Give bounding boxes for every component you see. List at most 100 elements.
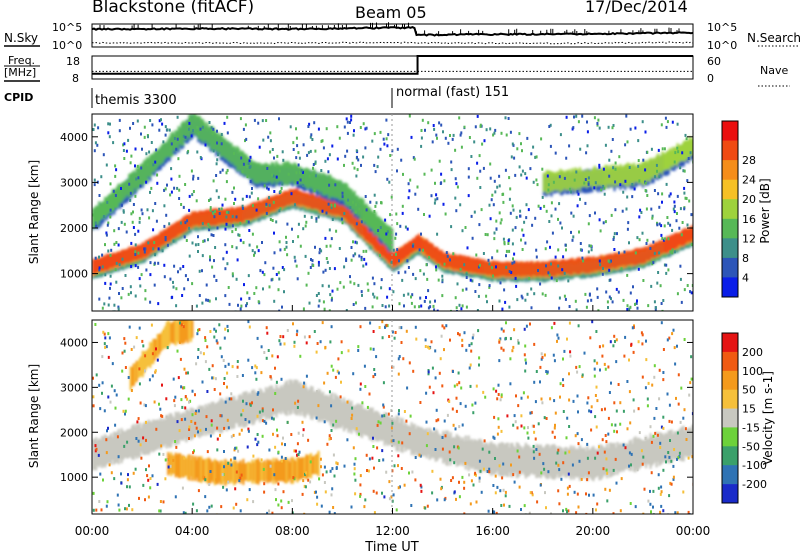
power-speck — [134, 147, 137, 151]
power-cell — [255, 162, 259, 184]
power-speck — [617, 290, 620, 294]
power-speck — [611, 138, 614, 141]
power-cell — [626, 162, 630, 187]
power-speck — [636, 306, 639, 310]
power-speck — [144, 247, 147, 251]
power-speck — [153, 283, 156, 287]
power-cell — [120, 183, 123, 203]
velocity-speck — [350, 417, 353, 420]
power-speck — [138, 220, 141, 224]
power-speck — [224, 294, 227, 298]
n-sky-line — [91, 26, 694, 37]
power-cell — [678, 233, 681, 246]
velocity-speck — [161, 383, 163, 387]
power-cell — [578, 167, 582, 192]
velocity-speck — [179, 321, 181, 325]
sky-tick-top-left: 10^5 — [52, 21, 82, 34]
velocity-speck — [309, 480, 312, 484]
power-speck — [425, 263, 428, 267]
velocity-cell — [134, 426, 137, 457]
power-speck — [624, 143, 627, 147]
power-cell — [547, 261, 550, 277]
power-cell — [556, 171, 559, 192]
power-speck — [166, 128, 169, 132]
power-speck — [596, 295, 599, 299]
power-cell — [667, 236, 670, 253]
power-speck — [420, 232, 422, 236]
power-speck — [637, 159, 640, 162]
power-speck — [383, 142, 386, 146]
velocity-speck — [319, 457, 322, 461]
velocity-speck — [443, 419, 446, 423]
velocity-speck — [305, 341, 308, 345]
power-cell — [628, 250, 631, 266]
power-speck — [208, 225, 211, 229]
velocity-cell — [351, 406, 355, 430]
power-cell — [592, 256, 595, 273]
power-speck — [104, 273, 107, 277]
power-speck — [275, 220, 278, 224]
velocity-cell — [167, 320, 170, 347]
velocity-cell — [568, 448, 571, 478]
power-cell — [584, 257, 588, 274]
velocity-speck — [562, 384, 565, 387]
power-y-axis-label: Slant Range [km] — [27, 160, 41, 264]
velocity-speck — [166, 458, 169, 462]
velocity-cell — [291, 382, 295, 410]
power-speck — [338, 136, 341, 140]
velocity-cell — [348, 402, 352, 431]
power-cell — [212, 127, 215, 152]
velocity-speck — [146, 474, 149, 478]
power-speck — [153, 261, 156, 265]
velocity-cell — [188, 454, 191, 481]
power-speck — [184, 135, 187, 139]
velocity-cell — [114, 432, 117, 464]
velocity-speck — [433, 427, 436, 431]
velocity-cell — [327, 396, 331, 422]
power-speck — [100, 175, 103, 179]
velocity-speck — [642, 512, 645, 514]
velocity-cell — [455, 434, 458, 467]
velocity-speck — [283, 342, 286, 346]
power-cell — [494, 261, 497, 277]
velocity-speck — [110, 471, 113, 475]
power-speck — [530, 287, 533, 291]
velocity-speck — [375, 355, 378, 359]
power-speck — [449, 134, 451, 137]
velocity-speck — [238, 432, 241, 436]
power-speck — [123, 157, 126, 160]
velocity-cell — [392, 417, 395, 447]
power-speck — [176, 115, 179, 119]
power-cell — [260, 201, 263, 214]
power-speck — [677, 150, 680, 154]
power-speck — [186, 219, 189, 223]
power-speck — [144, 297, 147, 301]
power-speck — [220, 133, 223, 136]
power-speck — [413, 157, 416, 161]
velocity-speck — [478, 356, 481, 360]
power-cell — [425, 238, 428, 257]
velocity-speck — [359, 494, 362, 498]
power-cell — [132, 170, 135, 194]
power-speck — [135, 177, 138, 181]
power-speck — [596, 122, 599, 125]
velocity-speck — [668, 494, 671, 498]
power-speck — [356, 168, 359, 172]
power-speck — [681, 151, 684, 155]
velocity-speck — [460, 386, 463, 390]
velocity-cell — [446, 430, 449, 466]
velocity-cell — [530, 448, 533, 473]
power-speck — [314, 149, 317, 153]
freq-line — [92, 55, 693, 75]
velocity-cell — [197, 456, 200, 482]
velocity-cell — [212, 401, 215, 435]
power-speck — [205, 283, 208, 287]
n-search-label: N.Search — [747, 31, 800, 45]
velocity-speck — [227, 362, 230, 366]
power-cell — [659, 241, 663, 254]
velocity-cell — [382, 417, 385, 441]
freq-unit-label: [MHz] — [4, 66, 36, 79]
power-colorbar-swatch — [722, 277, 738, 298]
power-speck — [322, 270, 325, 274]
power-cell — [500, 262, 503, 276]
